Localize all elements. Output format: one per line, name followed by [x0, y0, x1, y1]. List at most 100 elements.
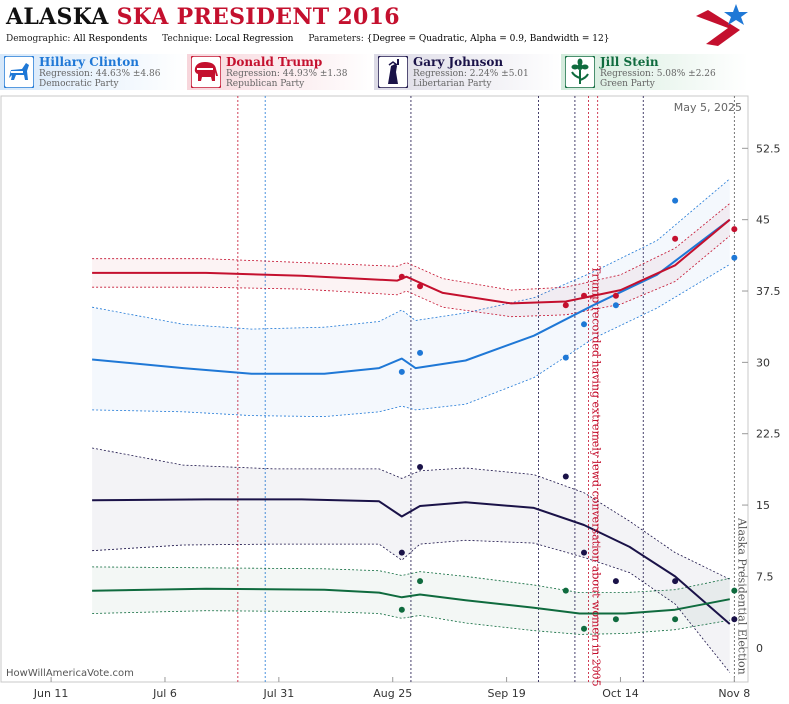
candidate-party: Libertarian Party [413, 79, 492, 89]
annotations: Trump recorded having extremely lewd con… [590, 266, 749, 687]
x-axis-ticks: Jun 11 Jul 6 Jul 31 Aug 25 Sep 19 Oct 14 Nov 8 [33, 677, 750, 700]
band-upper [92, 178, 731, 330]
data-point [731, 587, 738, 594]
data-point [612, 292, 619, 299]
data-point [398, 273, 405, 280]
y-tick-label: 45 [756, 214, 770, 227]
x-tick-label: Jul 6 [152, 687, 177, 700]
candidate-regression: Regression: 5.08% ±2.26 [600, 69, 716, 79]
parameters-line: Demographic: All Respondents Technique: … [6, 34, 621, 44]
band-upper [92, 447, 730, 580]
data-point [581, 625, 588, 632]
data-point [398, 368, 405, 375]
data-point [417, 283, 424, 290]
data-point [562, 354, 569, 361]
series-line [92, 498, 731, 625]
x-tick-label: Aug 25 [373, 687, 412, 700]
page-title: ALASKA SKA PRESIDENT 2016 [6, 4, 400, 30]
candidate-regression: Regression: 2.24% ±5.01 [413, 69, 529, 79]
data-point [612, 578, 619, 585]
candidate-name: Gary Johnson [413, 55, 504, 69]
data-point [417, 464, 424, 471]
data-point [398, 549, 405, 556]
data-point [417, 349, 424, 356]
band-lower [92, 235, 731, 318]
band-fill [92, 203, 730, 317]
data-point [672, 197, 679, 204]
candidate-name: Donald Trump [226, 55, 323, 69]
candidate-party: Republican Party [226, 79, 305, 89]
x-tick-label: Jul 31 [262, 687, 294, 700]
donkey-icon [4, 56, 34, 88]
title-race: SKA PRESIDENT 2016 [116, 4, 400, 30]
data-point [562, 587, 569, 594]
data-point [398, 606, 405, 613]
flower-icon [565, 56, 595, 88]
confidence-bands [92, 178, 731, 673]
technique-label: Technique: [162, 34, 213, 44]
annotation-label: Alaska Presidential Election [735, 517, 748, 675]
data-point [562, 302, 569, 309]
data-point [672, 616, 679, 623]
x-tick-label: Sep 19 [487, 687, 525, 700]
data-point [581, 292, 588, 299]
candidate-party: Democratic Party [39, 79, 119, 89]
site-logo-icon [696, 4, 748, 46]
candidate-card-stein: Jill Stein Regression: 5.08% ±2.26 Green… [561, 54, 748, 90]
data-point [731, 226, 738, 233]
annotation-label: Trump recorded having extremely lewd con… [590, 266, 603, 687]
band-upper [92, 203, 731, 291]
candidate-card-johnson: Gary Johnson Regression: 2.24% ±5.01 Lib… [374, 54, 561, 90]
title-state: ALASKA [6, 4, 109, 30]
statue-of-liberty-icon [378, 56, 408, 88]
demographic-label: Demographic: [6, 34, 71, 44]
x-tick-label: Nov 8 [718, 687, 750, 700]
data-point [581, 321, 588, 328]
y-tick-label: 52.5 [756, 142, 781, 155]
date-stamp: May 5, 2025 [674, 101, 742, 114]
data-point [672, 578, 679, 585]
band-lower [92, 610, 730, 635]
candidate-regression: Regression: 44.63% ±4.86 [39, 69, 161, 79]
candidate-card-trump: Donald Trump Regression: 44.93% ±1.38 Re… [187, 54, 374, 90]
candidate-name: Hillary Clinton [39, 55, 139, 69]
candidate-party: Green Party [600, 79, 655, 89]
data-point [731, 254, 738, 261]
trend-lines [92, 218, 731, 625]
data-point [672, 235, 679, 242]
x-tick-label: Oct 14 [602, 687, 639, 700]
candidate-legend: Hillary Clinton Regression: 44.63% ±4.86… [0, 54, 789, 92]
demographic-value: All Respondents [73, 34, 148, 44]
series-line [92, 587, 730, 615]
band-upper [92, 566, 730, 593]
data-point [612, 302, 619, 309]
y-tick-label: 30 [756, 356, 770, 369]
data-point [562, 473, 569, 480]
band-lower [92, 264, 731, 418]
y-tick-label: 15 [756, 499, 770, 512]
band-fill [92, 566, 730, 635]
parameters-label: Parameters: [308, 34, 364, 44]
technique-value: Local Regression [215, 34, 294, 44]
y-axis-ticks: 0 7.5 15 22.5 30 37.5 45 52.5 [742, 142, 781, 655]
data-point [581, 549, 588, 556]
data-point [612, 616, 619, 623]
y-tick-label: 37.5 [756, 285, 781, 298]
series-line [92, 218, 731, 305]
x-tick-label: Jun 11 [33, 687, 69, 700]
y-tick-label: 0 [756, 642, 763, 655]
candidate-name: Jill Stein [600, 55, 659, 69]
elephant-icon [191, 56, 221, 88]
poll-points [398, 197, 738, 632]
plot-frame [0, 95, 749, 683]
y-tick-label: 7.5 [756, 570, 774, 583]
event-lines [237, 96, 735, 682]
candidate-regression: Regression: 44.93% ±1.38 [226, 69, 348, 79]
series-line [92, 218, 731, 375]
band-fill [92, 178, 730, 417]
candidate-card-clinton: Hillary Clinton Regression: 44.63% ±4.86… [0, 54, 187, 90]
parameters-value: {Degree = Quadratic, Alpha = 0.9, Bandwi… [366, 34, 610, 44]
y-tick-label: 22.5 [756, 428, 781, 441]
band-fill [92, 448, 730, 673]
